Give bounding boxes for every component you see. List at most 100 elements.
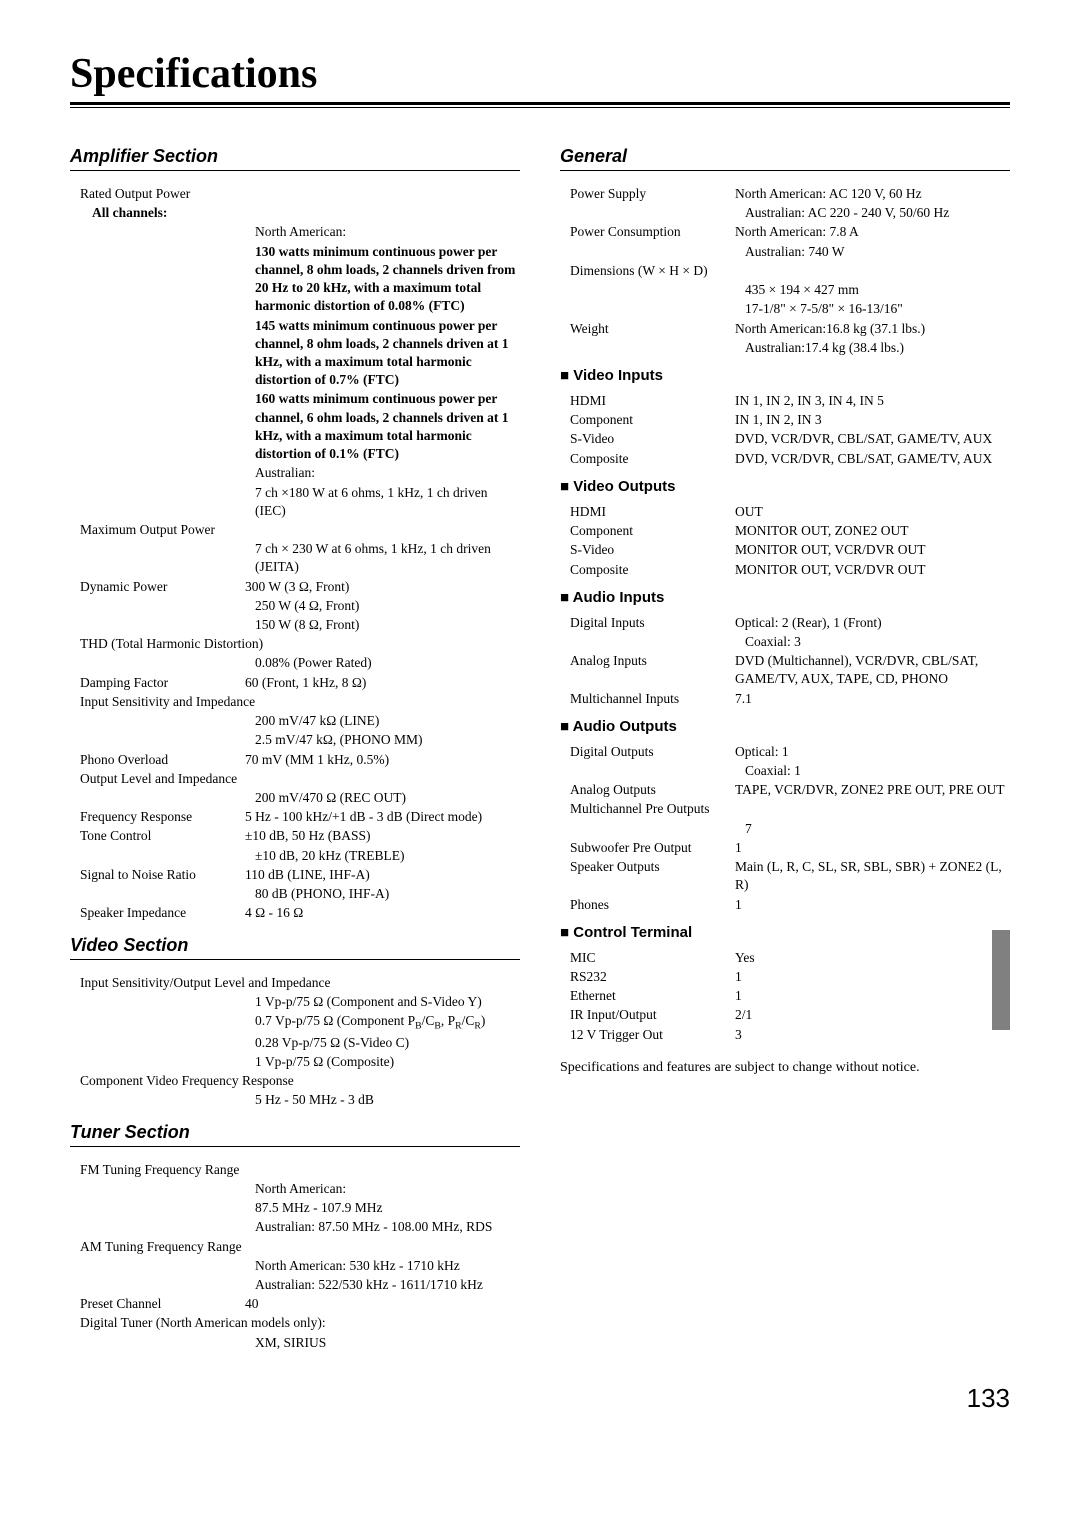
spec-value: 7 xyxy=(560,820,1010,838)
spec-row: S-VideoMONITOR OUT, VCR/DVR OUT xyxy=(560,541,1010,559)
spec-row: CompositeDVD, VCR/DVR, CBL/SAT, GAME/TV,… xyxy=(560,450,1010,468)
spec-value: Optical: 2 (Rear), 1 (Front) xyxy=(735,614,1010,632)
spec-label: Digital Outputs xyxy=(560,743,735,761)
spec-label-full: FM Tuning Frequency Range xyxy=(70,1161,520,1179)
spec-label-full: All channels: xyxy=(70,204,520,222)
footnote: Specifications and features are subject … xyxy=(560,1058,1010,1078)
spec-value: 250 W (4 Ω, Front) xyxy=(70,597,520,615)
title-rule-thin xyxy=(70,107,1010,108)
spec-value: 70 mV (MM 1 kHz, 0.5%) xyxy=(245,751,520,769)
spec-value: MONITOR OUT, ZONE2 OUT xyxy=(735,522,1010,540)
spec-row: Damping Factor60 (Front, 1 kHz, 8 Ω) xyxy=(70,674,520,692)
spec-value: 200 mV/47 kΩ (LINE) xyxy=(70,712,520,730)
spec-row: Frequency Response5 Hz - 100 kHz/+1 dB -… xyxy=(70,808,520,826)
spec-label-full: Multichannel Pre Outputs xyxy=(560,800,1010,818)
spec-value: IN 1, IN 2, IN 3, IN 4, IN 5 xyxy=(735,392,1010,410)
spec-label: RS232 xyxy=(560,968,735,986)
spec-value: TAPE, VCR/DVR, ZONE2 PRE OUT, PRE OUT xyxy=(735,781,1010,799)
spec-label: Preset Channel xyxy=(70,1295,245,1313)
spec-value: 2/1 xyxy=(735,1006,1010,1024)
spec-value: 150 W (8 Ω, Front) xyxy=(70,616,520,634)
spec-value: 7 ch ×180 W at 6 ohms, 1 kHz, 1 ch drive… xyxy=(70,484,520,520)
spec-value: OUT xyxy=(735,503,1010,521)
spec-value: 1 xyxy=(735,987,1010,1005)
spec-row: ComponentIN 1, IN 2, IN 3 xyxy=(560,411,1010,429)
spec-label: 12 V Trigger Out xyxy=(560,1026,735,1044)
spec-label: Weight xyxy=(560,320,735,338)
spec-label: Power Supply xyxy=(560,185,735,203)
spec-value: 0.08% (Power Rated) xyxy=(70,654,520,672)
spec-label-full: Rated Output Power xyxy=(70,185,520,203)
spec-label: HDMI xyxy=(560,392,735,410)
page: Specifications Amplifier SectionRated Ou… xyxy=(70,50,1010,1414)
spec-value: Australian:17.4 kg (38.4 lbs.) xyxy=(560,339,1010,357)
spec-value: 1 xyxy=(735,968,1010,986)
spec-value: 0.7 Vp-p/75 Ω (Component PB/CB, PR/CR) xyxy=(70,1012,520,1033)
spec-value: 40 xyxy=(245,1295,520,1313)
section-heading: Video Section xyxy=(70,935,520,960)
spec-value: Australian: xyxy=(70,464,520,482)
spec-value: 130 watts minimum continuous power per c… xyxy=(70,243,520,316)
sub-heading: Video Inputs xyxy=(560,367,1010,384)
spec-row: Analog InputsDVD (Multichannel), VCR/DVR… xyxy=(560,652,1010,688)
spec-value: Optical: 1 xyxy=(735,743,1010,761)
spec-row: Ethernet1 xyxy=(560,987,1010,1005)
side-tab xyxy=(992,930,1010,1030)
section-heading: Tuner Section xyxy=(70,1122,520,1147)
spec-label: Composite xyxy=(560,450,735,468)
spec-value: 1 Vp-p/75 Ω (Composite) xyxy=(70,1053,520,1071)
spec-label: Digital Inputs xyxy=(560,614,735,632)
spec-row: RS2321 xyxy=(560,968,1010,986)
spec-label: IR Input/Output xyxy=(560,1006,735,1024)
spec-value: Australian: 522/530 kHz - 1611/1710 kHz xyxy=(70,1276,520,1294)
spec-label: Phono Overload xyxy=(70,751,245,769)
spec-value: Yes xyxy=(735,949,1010,967)
spec-row: Analog OutputsTAPE, VCR/DVR, ZONE2 PRE O… xyxy=(560,781,1010,799)
spec-row: Signal to Noise Ratio110 dB (LINE, IHF-A… xyxy=(70,866,520,884)
left-column: Amplifier Section Rated Output PowerAll c… xyxy=(70,134,520,1353)
spec-value: 200 mV/470 Ω (REC OUT) xyxy=(70,789,520,807)
spec-label: Tone Control xyxy=(70,827,245,845)
spec-label: Multichannel Inputs xyxy=(560,690,735,708)
spec-label: Subwoofer Pre Output xyxy=(560,839,735,857)
spec-row: MICYes xyxy=(560,949,1010,967)
spec-label: Speaker Impedance xyxy=(70,904,245,922)
spec-label-full: Dimensions (W × H × D) xyxy=(560,262,1010,280)
spec-row: Subwoofer Pre Output1 xyxy=(560,839,1010,857)
spec-row: CompositeMONITOR OUT, VCR/DVR OUT xyxy=(560,561,1010,579)
spec-label-full: THD (Total Harmonic Distortion) xyxy=(70,635,520,653)
spec-row: Speaker OutputsMain (L, R, C, SL, SR, SB… xyxy=(560,858,1010,894)
spec-label: Component xyxy=(560,411,735,429)
section-heading: General xyxy=(560,146,1010,171)
spec-value: Australian: AC 220 - 240 V, 50/60 Hz xyxy=(560,204,1010,222)
page-number: 133 xyxy=(70,1383,1010,1414)
sub-heading: Audio Outputs xyxy=(560,718,1010,735)
spec-value: 1 xyxy=(735,896,1010,914)
spec-row: Tone Control±10 dB, 50 Hz (BASS) xyxy=(70,827,520,845)
spec-value: Coaxial: 3 xyxy=(560,633,1010,651)
spec-value: Australian: 740 W xyxy=(560,243,1010,261)
spec-label: S-Video xyxy=(560,541,735,559)
spec-row: Digital OutputsOptical: 1 xyxy=(560,743,1010,761)
spec-value: 2.5 mV/47 kΩ, (PHONO MM) xyxy=(70,731,520,749)
spec-value: 160 watts minimum continuous power per c… xyxy=(70,390,520,463)
spec-value: 0.28 Vp-p/75 Ω (S-Video C) xyxy=(70,1034,520,1052)
spec-row: Speaker Impedance4 Ω - 16 Ω xyxy=(70,904,520,922)
spec-value: 80 dB (PHONO, IHF-A) xyxy=(70,885,520,903)
spec-row: Digital InputsOptical: 2 (Rear), 1 (Fron… xyxy=(560,614,1010,632)
section-heading: Amplifier Section xyxy=(70,146,520,171)
spec-value: Coaxial: 1 xyxy=(560,762,1010,780)
spec-value: 60 (Front, 1 kHz, 8 Ω) xyxy=(245,674,520,692)
spec-value: North American: 530 kHz - 1710 kHz xyxy=(70,1257,520,1275)
right-column: GeneralPower SupplyNorth American: AC 12… xyxy=(560,134,1010,1353)
columns: Amplifier Section Rated Output PowerAll c… xyxy=(70,134,1010,1353)
spec-label: Signal to Noise Ratio xyxy=(70,866,245,884)
spec-label: Dynamic Power xyxy=(70,578,245,596)
spec-row: Phones1 xyxy=(560,896,1010,914)
spec-value: Main (L, R, C, SL, SR, SBL, SBR) + ZONE2… xyxy=(735,858,1010,894)
spec-label-full: AM Tuning Frequency Range xyxy=(70,1238,520,1256)
spec-label-full: Maximum Output Power xyxy=(70,521,520,539)
spec-label: Speaker Outputs xyxy=(560,858,735,894)
spec-row: S-VideoDVD, VCR/DVR, CBL/SAT, GAME/TV, A… xyxy=(560,430,1010,448)
spec-value: 1 xyxy=(735,839,1010,857)
